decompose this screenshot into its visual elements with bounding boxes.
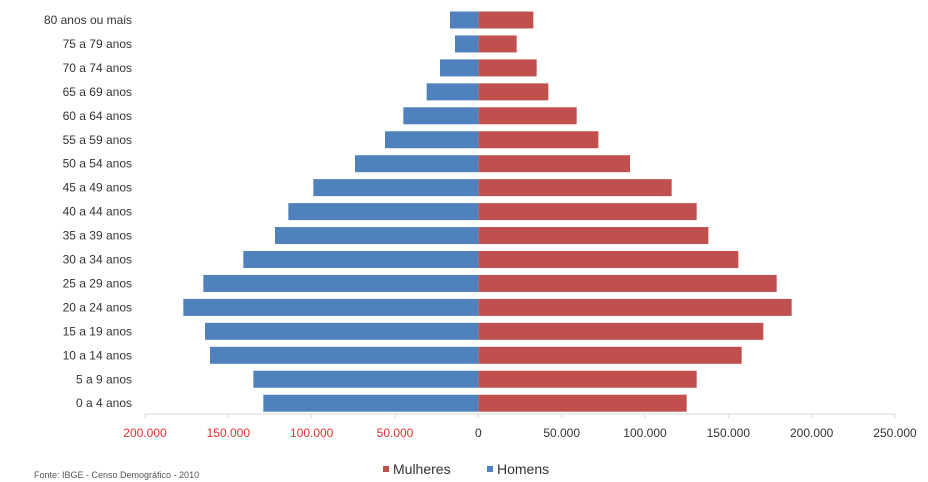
x-tick-label: 100.000 <box>623 426 667 440</box>
x-tick-label: 50.000 <box>543 426 580 440</box>
category-label-35-a-39-anos: 35 a 39 anos <box>63 229 132 243</box>
category-label-55-a-59-anos: 55 a 59 anos <box>63 133 132 147</box>
bar-mulheres-65-a-69-anos <box>478 83 549 101</box>
bar-mulheres-45-a-49-anos <box>478 179 672 197</box>
bar-homens-75-a-79-anos <box>455 35 479 53</box>
category-label-15-a-19-anos: 15 a 19 anos <box>63 324 132 338</box>
x-tick-label: 0 <box>475 426 482 440</box>
category-label-30-a-34-anos: 30 a 34 anos <box>63 253 132 267</box>
bars-group <box>183 11 792 412</box>
x-tick-labels: 200.000 150.000 100.000 50.000 0 50.000 100.00… <box>123 414 917 440</box>
category-label-10-a-14-anos: 10 a 14 anos <box>63 348 132 362</box>
bar-mulheres-20-a-24-anos <box>478 298 792 316</box>
x-tick-label: 150.000 <box>207 426 251 440</box>
x-tick-label: 200.000 <box>123 426 167 440</box>
bar-homens-60-a-64-anos <box>403 107 479 125</box>
legend-swatch-homens <box>487 466 493 472</box>
category-label-75-a-79-anos: 75 a 79 anos <box>63 37 132 51</box>
category-label-20-a-24-anos: 20 a 24 anos <box>63 300 132 314</box>
bar-homens-20-a-24-anos <box>183 298 479 316</box>
bar-mulheres-15-a-19-anos <box>478 322 764 340</box>
category-label-25-a-29-anos: 25 a 29 anos <box>63 276 132 290</box>
legend-label-mulheres: Mulheres <box>393 461 451 477</box>
bar-homens-45-a-49-anos <box>313 179 479 197</box>
bar-homens-15-a-19-anos <box>205 322 479 340</box>
category-label-60-a-64-anos: 60 a 64 anos <box>63 109 132 123</box>
bar-homens-65-a-69-anos <box>426 83 479 101</box>
category-label-65-a-69-anos: 65 a 69 anos <box>63 85 132 99</box>
x-tick-label: 150.000 <box>707 426 751 440</box>
bar-homens-0-a-4-anos <box>263 394 479 412</box>
bar-homens-25-a-29-anos <box>203 274 479 292</box>
bar-homens-50-a-54-anos <box>355 155 479 173</box>
category-label-0-a-4-anos: 0 a 4 anos <box>76 396 132 410</box>
bar-mulheres-55-a-59-anos <box>478 131 599 149</box>
x-tick-label: 250.000 <box>873 426 917 440</box>
category-label-5-a-9-anos: 5 a 9 anos <box>76 372 132 386</box>
bar-homens-30-a-34-anos <box>243 251 479 268</box>
bar-mulheres-10-a-14-anos <box>478 346 742 364</box>
category-labels: 80 anos ou mais 75 a 79 anos 70 a 74 anos 6… <box>44 13 132 410</box>
bar-mulheres-80-anos-ou-mais <box>478 11 534 29</box>
bar-mulheres-25-a-29-anos <box>478 274 777 292</box>
bar-mulheres-75-a-79-anos <box>478 35 517 53</box>
bar-homens-35-a-39-anos <box>275 227 479 245</box>
category-label-70-a-74-anos: 70 a 74 anos <box>63 61 132 75</box>
bar-mulheres-40-a-44-anos <box>478 203 697 221</box>
bar-homens-80-anos-ou-mais <box>450 11 479 29</box>
bar-mulheres-60-a-64-anos <box>478 107 577 125</box>
bar-homens-55-a-59-anos <box>385 131 479 149</box>
category-label-45-a-49-anos: 45 a 49 anos <box>63 181 132 195</box>
bar-homens-70-a-74-anos <box>440 59 479 77</box>
source-note: Fonte: IBGE - Censo Demográfico - 2010 <box>34 470 200 480</box>
bar-mulheres-35-a-39-anos <box>478 227 709 245</box>
legend-label-homens: Homens <box>497 461 549 477</box>
bar-homens-10-a-14-anos <box>210 346 479 364</box>
bar-homens-5-a-9-anos <box>253 370 479 388</box>
category-label-40-a-44-anos: 40 a 44 anos <box>63 205 132 219</box>
bar-homens-40-a-44-anos <box>288 203 479 221</box>
bar-mulheres-0-a-4-anos <box>478 394 687 412</box>
legend-swatch-mulheres <box>383 466 389 472</box>
category-label-80-anos-ou-mais: 80 anos ou mais <box>44 13 132 27</box>
x-tick-label: 200.000 <box>790 426 834 440</box>
category-label-50-a-54-anos: 50 a 54 anos <box>63 157 132 171</box>
bar-mulheres-50-a-54-anos <box>478 155 630 173</box>
x-tick-label: 100.000 <box>290 426 334 440</box>
bar-mulheres-30-a-34-anos <box>478 251 739 268</box>
bar-mulheres-70-a-74-anos <box>478 59 537 77</box>
legend: Mulheres Homens <box>383 461 549 477</box>
x-tick-label: 50.000 <box>377 426 414 440</box>
bar-mulheres-5-a-9-anos <box>478 370 697 388</box>
